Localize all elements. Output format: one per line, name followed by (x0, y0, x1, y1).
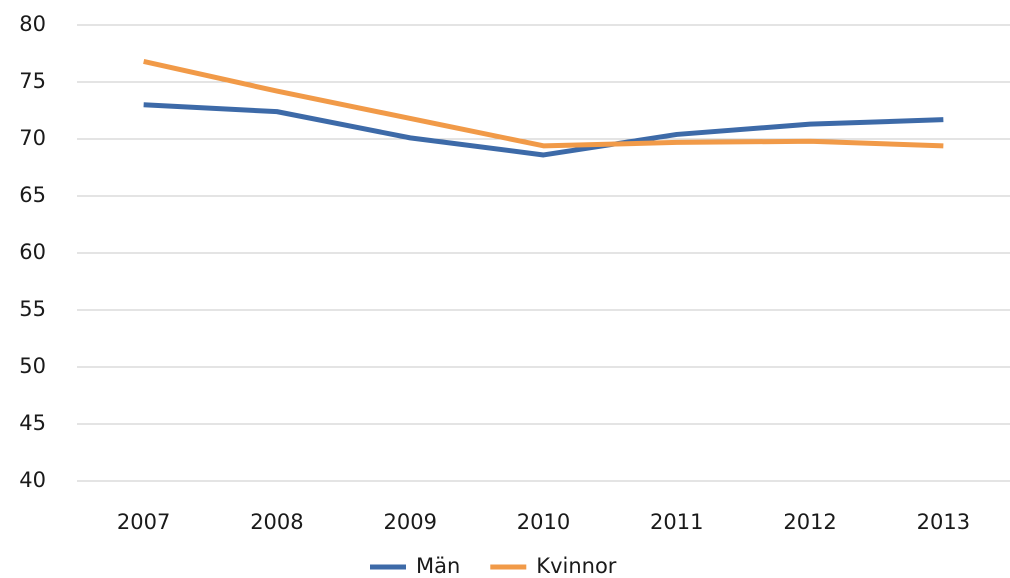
x-tick-label: 2009 (383, 510, 436, 534)
y-tick-label: 55 (19, 297, 46, 321)
legend-label: Kvinnor (536, 554, 617, 578)
legend-label: Män (416, 554, 460, 578)
y-tick-label: 50 (19, 354, 46, 378)
y-tick-label: 40 (19, 468, 46, 492)
x-tick-label: 2011 (650, 510, 703, 534)
legend: Män Kvinnor (370, 554, 617, 578)
x-tick-label: 2013 (917, 510, 970, 534)
x-tick-label: 2010 (517, 510, 570, 534)
y-tick-label: 80 (19, 12, 46, 36)
series-line (143, 59, 944, 149)
y-tick-label: 45 (19, 411, 46, 435)
y-tick-label: 60 (19, 240, 46, 264)
series-line (143, 102, 944, 158)
y-tick-label: 70 (19, 126, 46, 150)
y-tick-label: 75 (19, 69, 46, 93)
x-tick-label: 2008 (250, 510, 303, 534)
x-tick-label: 2012 (783, 510, 836, 534)
y-tick-label: 65 (19, 183, 46, 207)
x-tick-label: 2007 (117, 510, 170, 534)
